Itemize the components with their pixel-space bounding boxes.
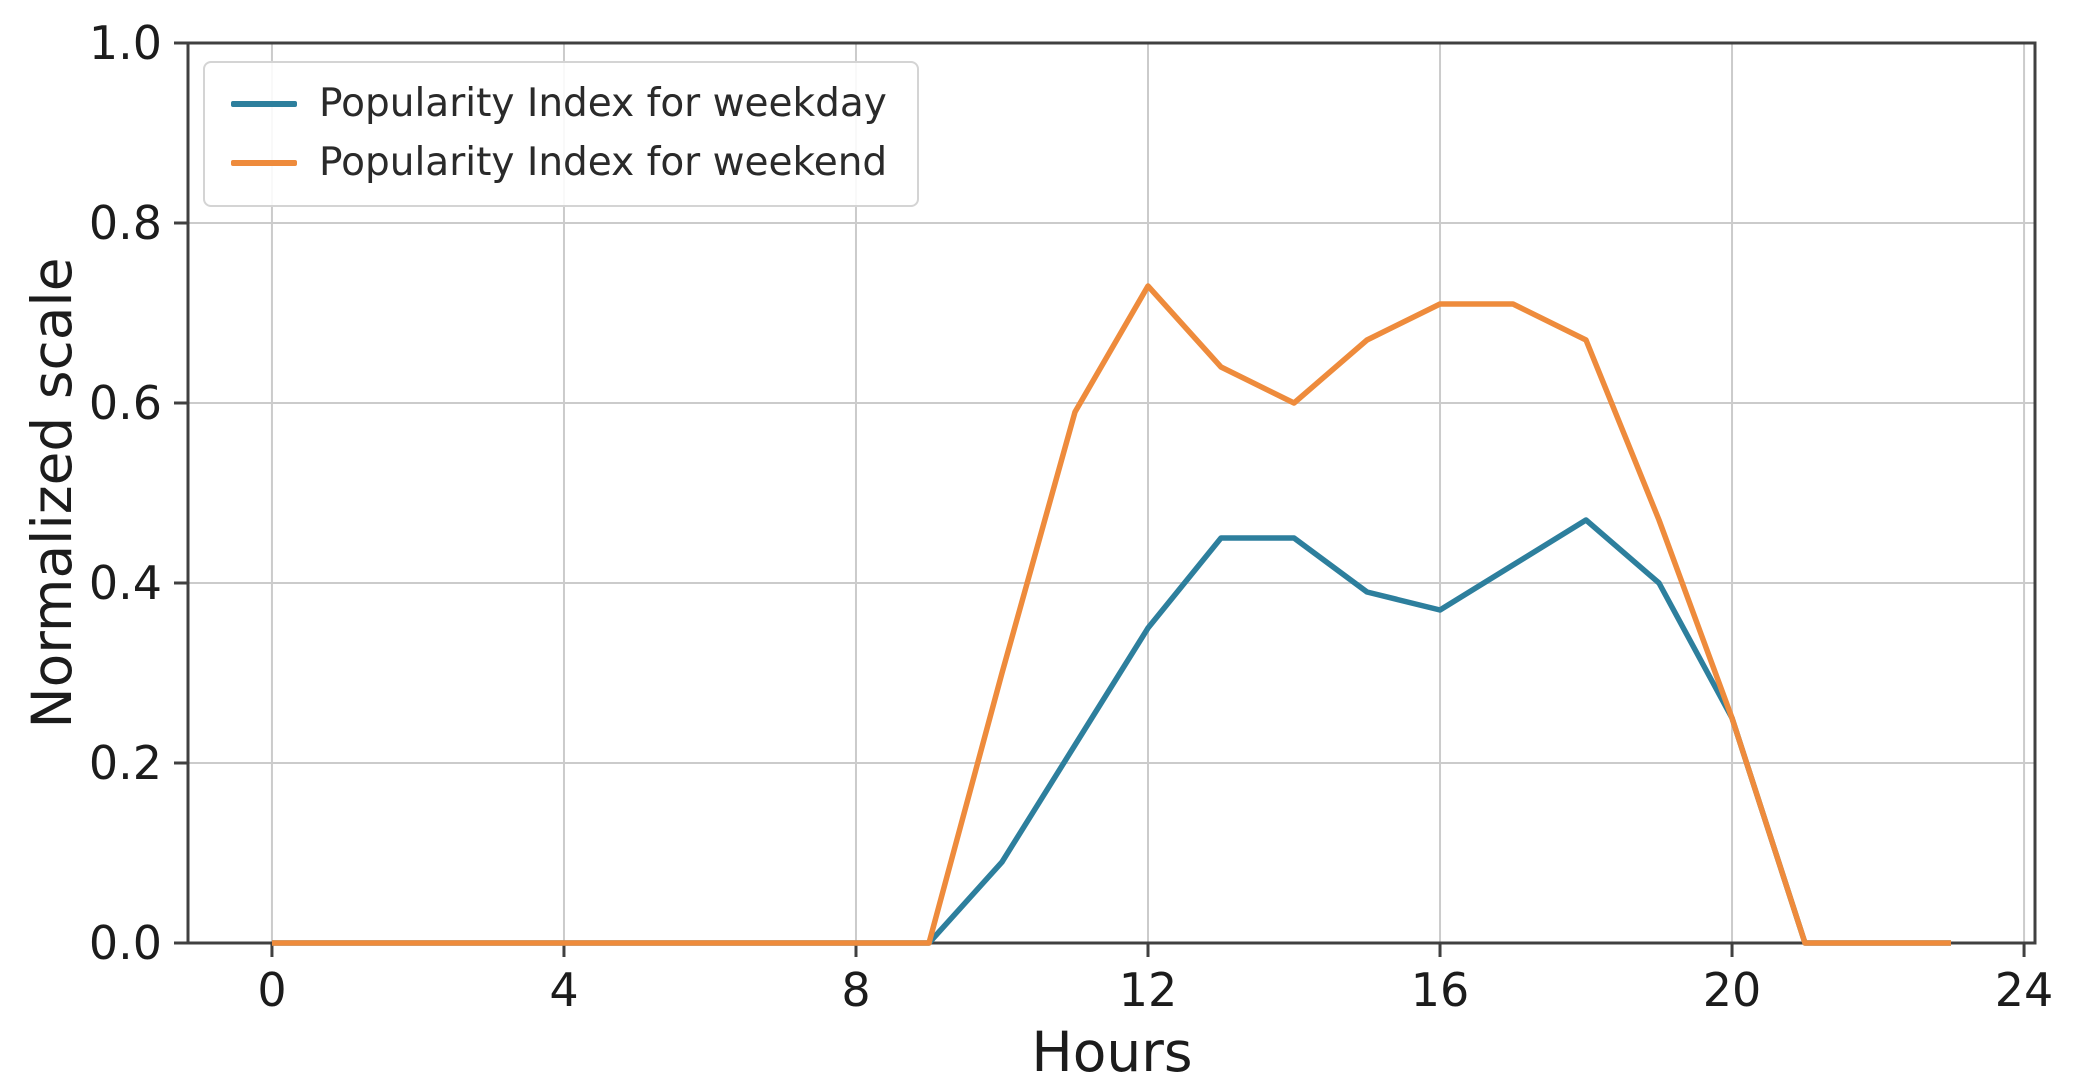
x-tick-label: 0 [257,963,286,1017]
x-axis-label: Hours [1031,1020,1193,1084]
legend-item-weekend: Popularity Index for weekend [231,139,888,185]
y-tick-label: 1.0 [89,16,162,70]
y-tick-label: 0.0 [89,916,162,970]
y-tick-label: 0.4 [89,556,162,610]
legend-label-weekday: Popularity Index for weekday [319,81,887,126]
x-tick-label: 16 [1411,963,1470,1017]
x-tick-label: 4 [549,963,578,1017]
legend-item-weekday: Popularity Index for weekday [231,81,887,126]
y-tick-label: 0.8 [89,196,162,250]
x-tick-label: 8 [841,963,870,1017]
series-line-weekend [272,283,1951,946]
x-tick-label: 24 [1995,963,2054,1017]
y-axis-label: Normalized scale [20,257,84,729]
axes-frame [186,41,2037,945]
y-tick-label: 0.6 [89,376,162,430]
x-tick-label: 12 [1119,963,1178,1017]
weekday-line-swatch [231,101,297,108]
legend-label-weekend: Popularity Index for weekend [319,139,888,185]
x-tick-label: 20 [1703,963,1762,1017]
y-tick-label: 0.2 [89,736,162,790]
legend: Popularity Index for weekday Popularity … [203,61,920,207]
weekend-line-swatch [231,160,297,167]
